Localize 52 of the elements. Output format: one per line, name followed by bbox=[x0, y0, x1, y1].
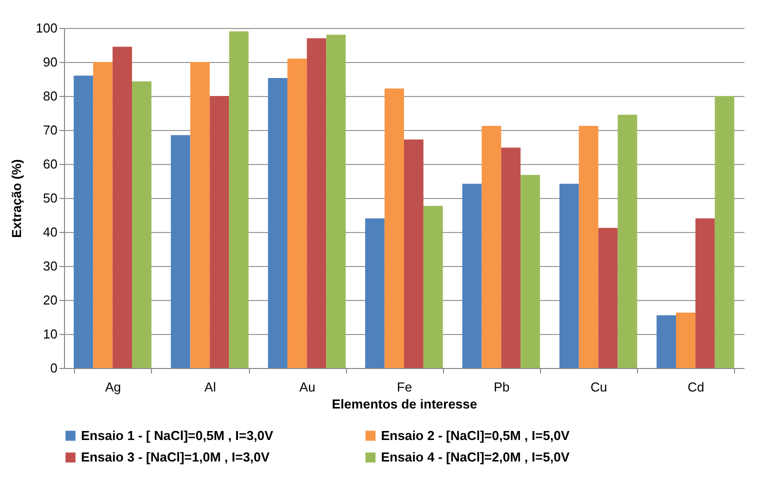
bar bbox=[501, 148, 521, 368]
y-tick-label: 20 bbox=[43, 292, 58, 308]
y-tick-label: 60 bbox=[43, 156, 58, 172]
bar bbox=[578, 126, 598, 368]
x-tick-label: Ag bbox=[105, 380, 122, 394]
x-tick-label: Cd bbox=[688, 380, 704, 394]
x-tick-label: Cu bbox=[590, 380, 608, 394]
bar bbox=[618, 114, 638, 368]
bar bbox=[93, 62, 113, 368]
bar bbox=[287, 58, 307, 368]
legend-label: Ensaio 4 - [NaCl]=2,0M , I=5,0V bbox=[381, 450, 570, 464]
bar bbox=[462, 184, 482, 368]
bar bbox=[365, 218, 385, 368]
bar bbox=[170, 135, 190, 368]
bar bbox=[268, 78, 288, 368]
bar bbox=[306, 38, 326, 368]
bar bbox=[190, 62, 210, 368]
bar bbox=[229, 31, 249, 368]
y-axis-title: Extração (%) bbox=[8, 159, 24, 238]
legend-label: Ensaio 2 - [NaCl]=0,5M , I=5,0V bbox=[381, 428, 570, 443]
y-tick-label: 0 bbox=[50, 360, 58, 376]
y-tick-label: 40 bbox=[43, 224, 58, 240]
x-axis-title: Elementos de interesse bbox=[332, 396, 478, 412]
bar bbox=[112, 46, 132, 368]
bar bbox=[404, 140, 424, 368]
y-tick-label: 10 bbox=[43, 326, 58, 342]
bar bbox=[132, 81, 152, 368]
y-tick-label: 70 bbox=[43, 122, 58, 138]
x-tick-label: Al bbox=[204, 380, 216, 394]
legend-label: Ensaio 3 - [NaCl]=1,0M , I=3,0V bbox=[81, 450, 270, 464]
y-tick-label: 90 bbox=[43, 54, 58, 70]
bar bbox=[423, 206, 443, 368]
bar bbox=[714, 96, 734, 368]
bar bbox=[559, 184, 579, 368]
bar bbox=[695, 218, 715, 368]
y-tick-label: 80 bbox=[43, 88, 58, 104]
y-tick-label: 30 bbox=[43, 258, 58, 274]
legend-label: Ensaio 1 - [ NaCl]=0,5M , I=3,0V bbox=[81, 428, 274, 443]
bar bbox=[520, 174, 540, 368]
bar bbox=[676, 312, 696, 368]
bar bbox=[326, 34, 346, 368]
bar bbox=[74, 76, 94, 368]
y-tick-label: 50 bbox=[43, 190, 58, 206]
bar bbox=[598, 228, 618, 368]
x-tick-label: Au bbox=[299, 380, 316, 394]
bar bbox=[656, 315, 676, 368]
x-tick-label: Fe bbox=[396, 380, 412, 394]
y-tick-label: 100 bbox=[36, 20, 58, 36]
bar bbox=[482, 126, 502, 368]
x-tick-label: Pb bbox=[494, 380, 510, 394]
bar bbox=[210, 96, 230, 368]
bar bbox=[384, 88, 404, 368]
